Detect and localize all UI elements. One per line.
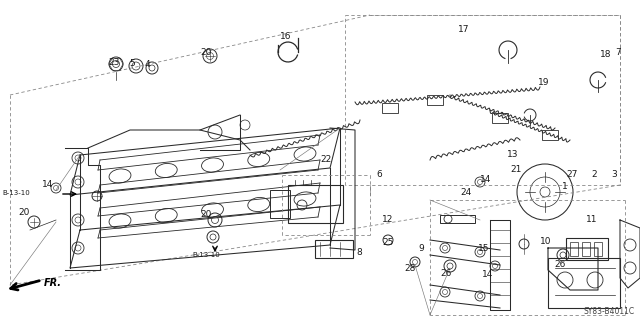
- Bar: [288, 185, 343, 223]
- Text: 5: 5: [129, 59, 135, 68]
- Text: SY83-B4011C: SY83-B4011C: [584, 307, 635, 316]
- Text: 21: 21: [510, 165, 522, 174]
- Text: 19: 19: [538, 78, 550, 87]
- Bar: [582, 242, 590, 256]
- Text: 12: 12: [382, 215, 394, 224]
- Text: 26: 26: [554, 260, 565, 269]
- Text: 14: 14: [482, 270, 493, 279]
- Text: B-13-10: B-13-10: [192, 252, 220, 258]
- Text: 25: 25: [382, 238, 394, 247]
- Bar: [570, 242, 578, 256]
- Bar: [542, 130, 558, 140]
- Text: 8: 8: [356, 248, 362, 257]
- Text: 24: 24: [460, 188, 471, 197]
- Text: 7: 7: [615, 48, 621, 57]
- Text: 2: 2: [591, 170, 596, 179]
- Text: 3: 3: [611, 170, 617, 179]
- Text: 14: 14: [42, 180, 53, 189]
- Text: 16: 16: [280, 32, 291, 41]
- Text: 22: 22: [320, 155, 332, 164]
- Text: 9: 9: [418, 244, 424, 253]
- Bar: [492, 113, 508, 123]
- Text: 20: 20: [18, 208, 29, 217]
- Text: 27: 27: [566, 170, 577, 179]
- Text: 6: 6: [376, 170, 381, 179]
- Bar: [382, 103, 398, 113]
- Bar: [594, 242, 602, 256]
- Bar: [440, 215, 475, 223]
- Bar: [566, 238, 608, 260]
- Text: 20: 20: [200, 48, 211, 57]
- Bar: [270, 190, 290, 218]
- Text: 23: 23: [108, 58, 120, 67]
- Text: 15: 15: [478, 244, 490, 253]
- Text: 17: 17: [458, 25, 470, 34]
- Text: B-13-10: B-13-10: [2, 190, 29, 196]
- Bar: [315, 240, 353, 258]
- Bar: [548, 258, 620, 308]
- Text: 4: 4: [145, 60, 150, 69]
- Text: 13: 13: [507, 150, 518, 159]
- Text: 14: 14: [480, 175, 492, 184]
- Text: 10: 10: [540, 237, 552, 246]
- Text: 18: 18: [600, 50, 611, 59]
- Text: 20: 20: [200, 210, 211, 219]
- Text: 1: 1: [562, 182, 568, 191]
- Bar: [427, 95, 443, 105]
- Text: 28: 28: [404, 264, 415, 273]
- Text: FR.: FR.: [44, 278, 62, 288]
- Text: 26: 26: [440, 269, 451, 278]
- Text: 11: 11: [586, 215, 598, 224]
